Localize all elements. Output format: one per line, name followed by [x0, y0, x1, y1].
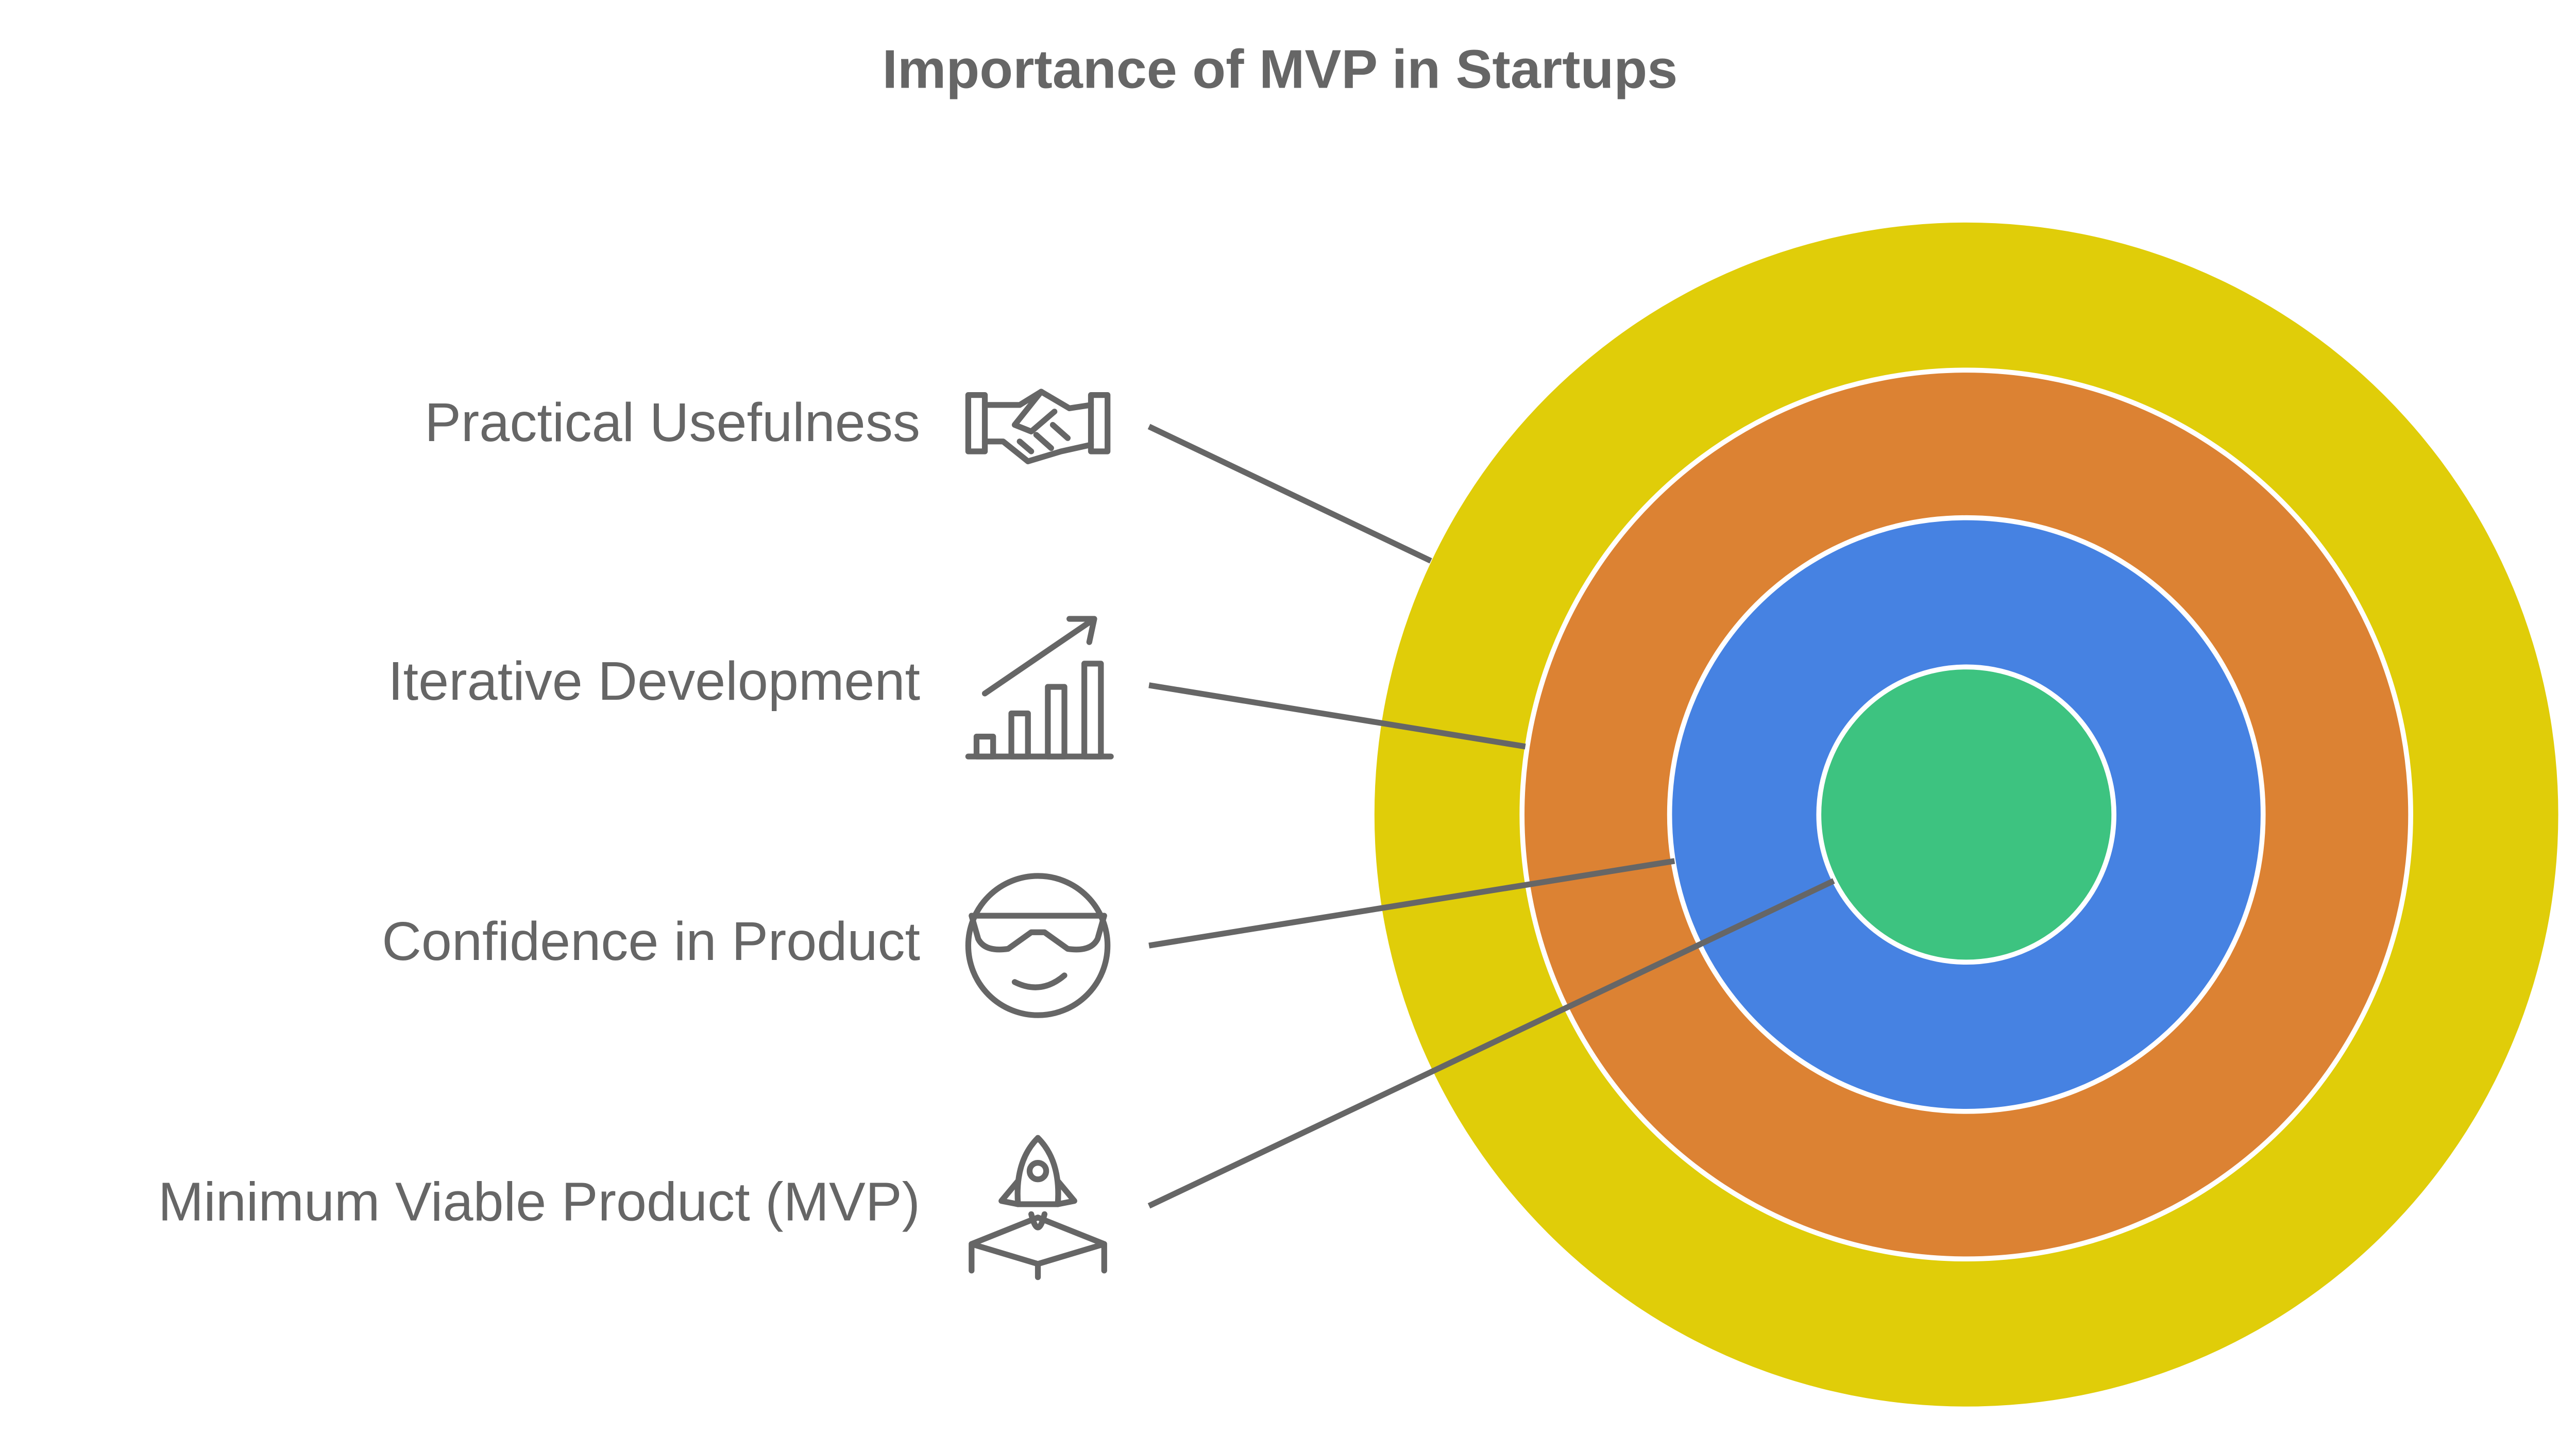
connector [1148, 682, 1526, 750]
connector [1147, 424, 1432, 564]
growth-icon [965, 616, 1114, 760]
ring-core [1816, 664, 2116, 965]
label: Confidence in Product [382, 911, 920, 972]
connector [1147, 878, 1835, 1209]
rocket-icon [969, 1135, 1107, 1280]
connector [1148, 858, 1675, 949]
sunglasses-icon [965, 873, 1111, 1018]
rings [1374, 222, 2558, 1407]
title: Importance of MVP in Startups [882, 38, 1677, 99]
connectors [1147, 424, 1835, 1209]
label: Practical Usefulness [425, 392, 920, 453]
label: Iterative Development [388, 650, 920, 712]
label: Minimum Viable Product (MVP) [158, 1171, 920, 1232]
handshake-icon [965, 389, 1111, 464]
